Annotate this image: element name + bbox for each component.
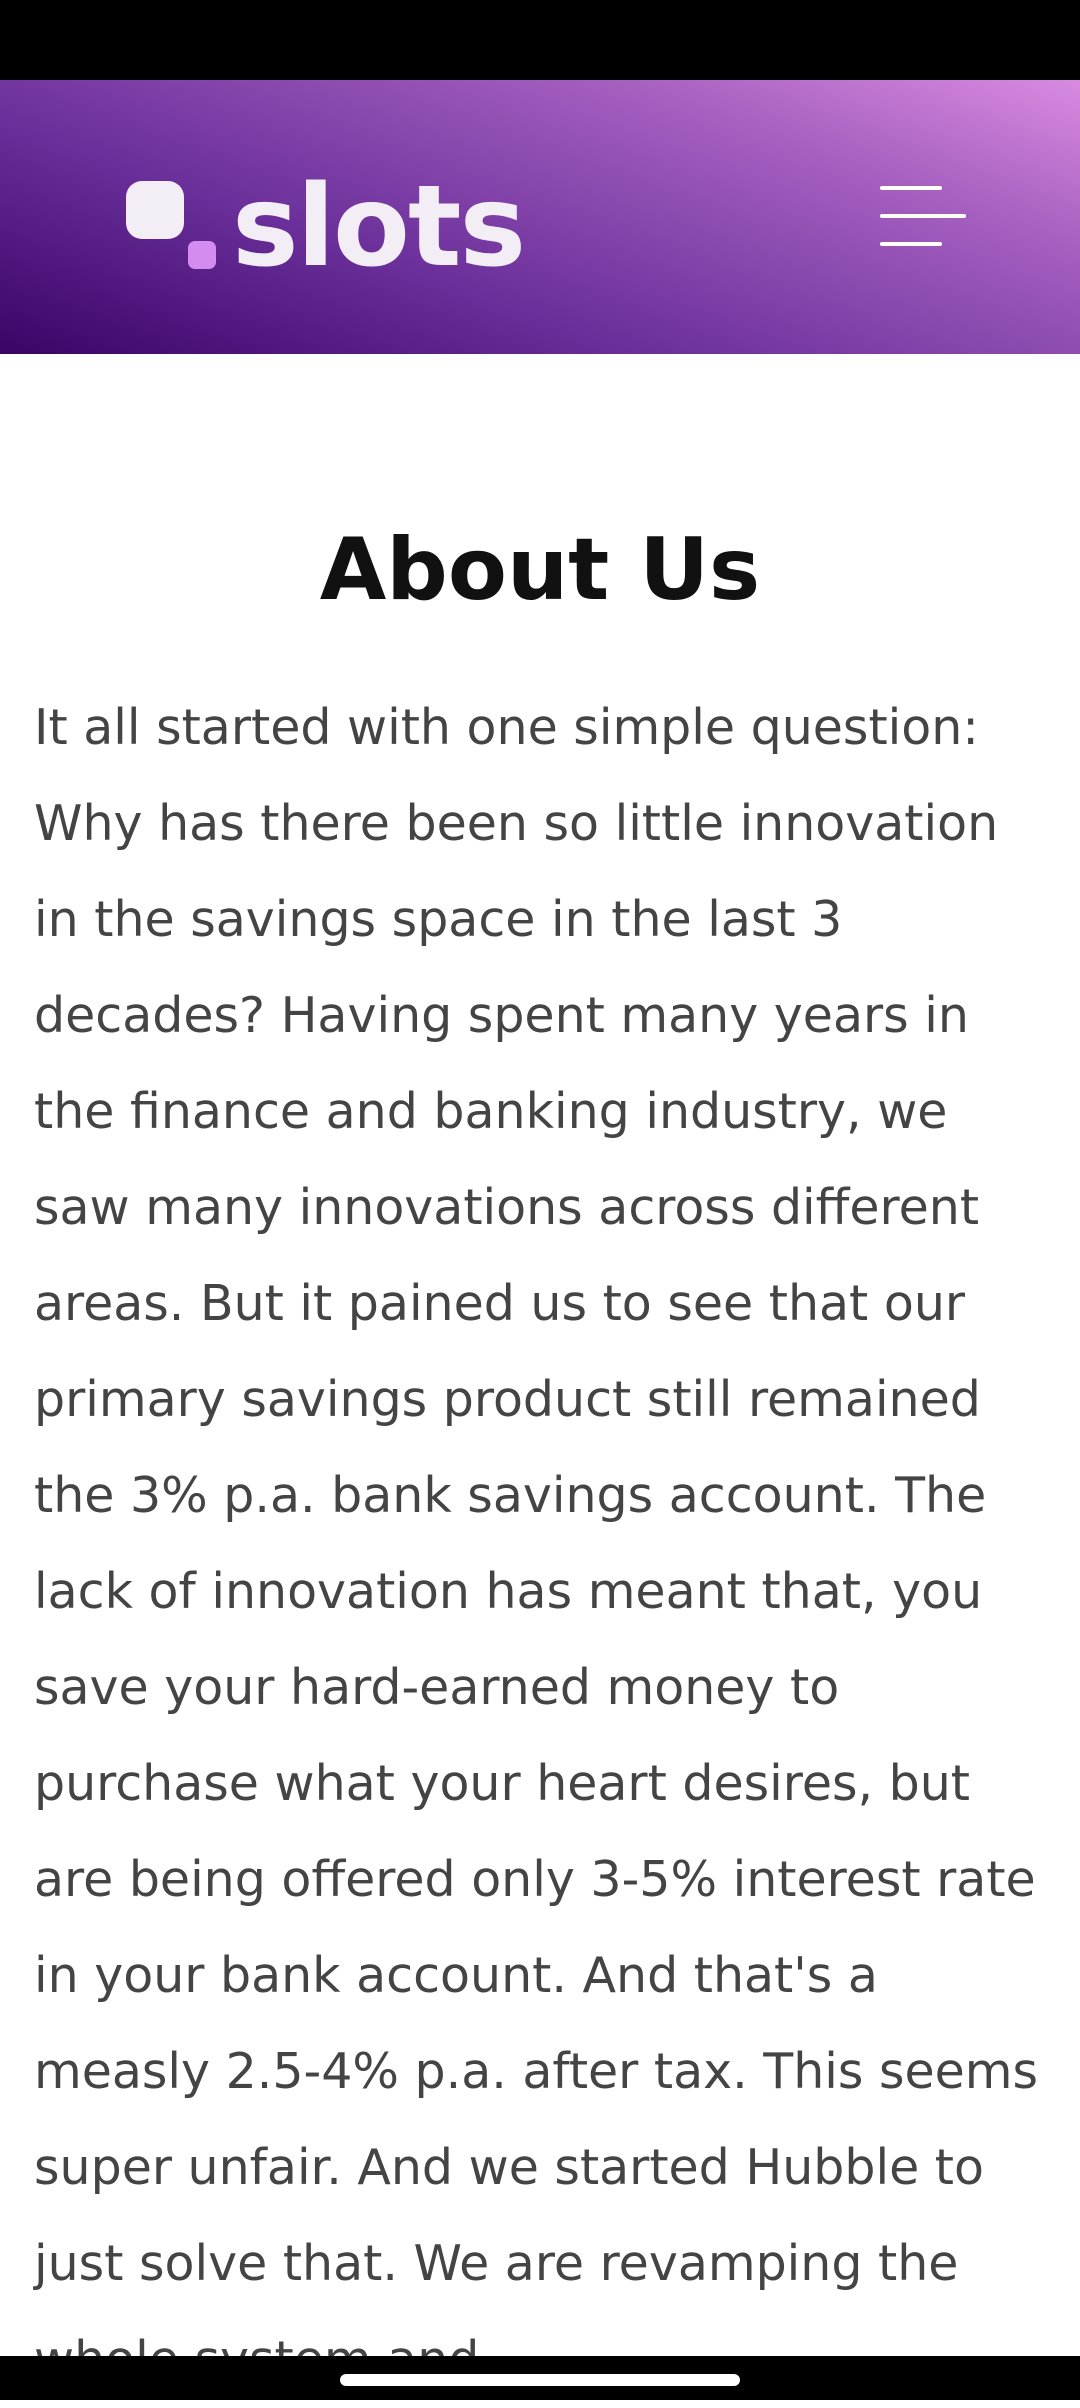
hamburger-menu-icon-line-middle xyxy=(880,214,966,218)
about-paragraph: It all started with one simple question:… xyxy=(34,699,1039,2388)
logo-mark-icon xyxy=(124,177,216,277)
logo-square-small xyxy=(188,241,216,269)
logo-text: slots xyxy=(232,162,526,292)
status-bar xyxy=(0,0,1080,80)
site-header: slots xyxy=(0,80,1080,354)
hamburger-menu-icon-line-bottom xyxy=(880,242,942,246)
logo[interactable]: slots xyxy=(124,162,526,292)
navigation-bar xyxy=(0,2356,1080,2400)
home-indicator[interactable] xyxy=(340,2374,740,2386)
logo-square-large xyxy=(126,181,184,239)
hamburger-menu-icon-line-top xyxy=(880,186,942,190)
hamburger-menu-button[interactable] xyxy=(880,184,970,250)
page-title: About Us xyxy=(319,520,761,620)
